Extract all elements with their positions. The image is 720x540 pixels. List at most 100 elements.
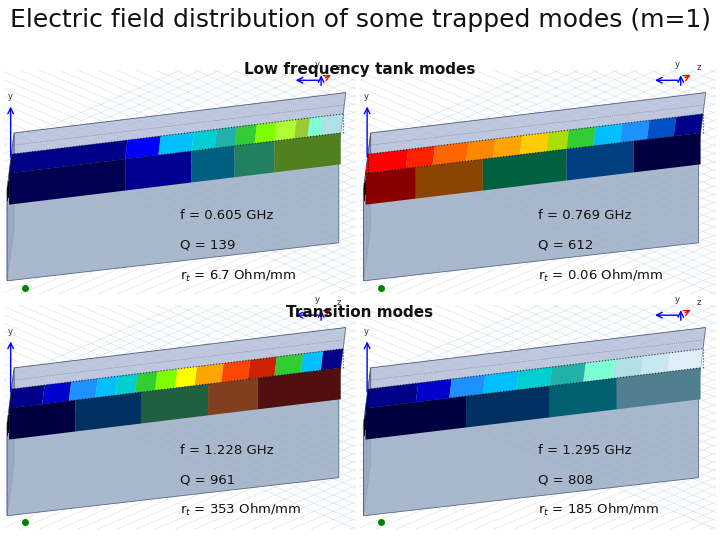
Polygon shape (674, 114, 703, 136)
Text: r$_t$ = 6.7 Ohm/mm: r$_t$ = 6.7 Ohm/mm (180, 267, 296, 284)
Text: y: y (675, 295, 680, 304)
Polygon shape (516, 367, 552, 390)
Polygon shape (9, 140, 127, 173)
Polygon shape (550, 363, 586, 386)
Polygon shape (593, 124, 623, 146)
Text: f = 1.295 GHz: f = 1.295 GHz (539, 444, 632, 457)
Text: Q = 808: Q = 808 (539, 473, 593, 486)
Text: y: y (7, 327, 12, 336)
Polygon shape (466, 386, 550, 428)
Polygon shape (235, 124, 257, 146)
Polygon shape (125, 136, 161, 159)
Polygon shape (294, 118, 310, 139)
Polygon shape (483, 371, 518, 394)
Polygon shape (364, 148, 698, 281)
Polygon shape (321, 114, 343, 136)
Polygon shape (274, 133, 341, 172)
Polygon shape (613, 356, 643, 379)
Text: z: z (697, 63, 701, 72)
Polygon shape (9, 400, 76, 440)
Text: y: y (315, 60, 320, 69)
Polygon shape (208, 378, 258, 415)
Text: Electric field distribution of some trapped modes (m=1): Electric field distribution of some trap… (9, 8, 711, 32)
Polygon shape (155, 369, 177, 390)
Text: y: y (675, 60, 680, 69)
Text: z: z (337, 298, 341, 307)
Polygon shape (274, 354, 303, 376)
Polygon shape (7, 368, 14, 516)
Polygon shape (620, 120, 649, 143)
Polygon shape (366, 167, 416, 205)
Polygon shape (567, 127, 595, 149)
Polygon shape (416, 159, 483, 199)
Text: y: y (364, 92, 369, 102)
Polygon shape (466, 139, 495, 161)
Polygon shape (366, 383, 418, 408)
Polygon shape (406, 146, 435, 168)
Polygon shape (7, 383, 339, 516)
Text: r$_t$ = 0.06 Ohm/mm: r$_t$ = 0.06 Ohm/mm (539, 267, 664, 284)
Polygon shape (95, 376, 117, 397)
Polygon shape (192, 146, 235, 183)
Polygon shape (125, 151, 192, 191)
Polygon shape (7, 327, 346, 424)
Text: z: z (337, 63, 341, 72)
Text: z: z (697, 298, 701, 307)
Polygon shape (634, 133, 701, 172)
Polygon shape (321, 349, 343, 370)
Polygon shape (7, 133, 14, 281)
Polygon shape (235, 141, 274, 177)
Polygon shape (7, 148, 339, 281)
Polygon shape (364, 133, 371, 281)
Polygon shape (364, 327, 706, 424)
Text: f = 0.605 GHz: f = 0.605 GHz (180, 209, 274, 222)
Text: r$_t$ = 185 Ohm/mm: r$_t$ = 185 Ohm/mm (539, 502, 660, 518)
Polygon shape (175, 367, 197, 388)
Polygon shape (366, 150, 408, 173)
Polygon shape (115, 374, 138, 395)
Polygon shape (583, 359, 616, 382)
Polygon shape (364, 368, 371, 516)
Text: r$_t$ = 353 Ohm/mm: r$_t$ = 353 Ohm/mm (180, 502, 302, 518)
Polygon shape (221, 360, 251, 382)
Text: y: y (315, 295, 320, 304)
Polygon shape (274, 119, 297, 141)
Polygon shape (640, 353, 670, 375)
Text: y: y (7, 92, 12, 102)
Polygon shape (546, 130, 569, 152)
Polygon shape (567, 141, 634, 180)
Polygon shape (483, 149, 567, 191)
Polygon shape (647, 117, 676, 139)
Text: Q = 612: Q = 612 (539, 238, 593, 251)
Polygon shape (69, 379, 98, 401)
Polygon shape (192, 129, 217, 151)
Polygon shape (9, 159, 125, 205)
Polygon shape (195, 363, 224, 386)
Polygon shape (258, 368, 341, 409)
Polygon shape (142, 384, 208, 423)
Polygon shape (433, 142, 469, 165)
Text: Low frequency tank modes: Low frequency tank modes (244, 62, 476, 77)
Polygon shape (493, 136, 522, 158)
Polygon shape (307, 116, 323, 137)
Text: Q = 139: Q = 139 (180, 238, 235, 251)
Polygon shape (7, 93, 346, 189)
Polygon shape (301, 351, 323, 373)
Polygon shape (215, 127, 237, 148)
Text: Q = 961: Q = 961 (180, 473, 235, 486)
Polygon shape (366, 396, 466, 440)
Text: f = 1.228 GHz: f = 1.228 GHz (180, 444, 274, 457)
Polygon shape (416, 379, 451, 402)
Polygon shape (520, 132, 549, 155)
Polygon shape (158, 132, 194, 155)
Polygon shape (9, 385, 45, 408)
Polygon shape (550, 378, 617, 417)
Polygon shape (364, 93, 706, 189)
Polygon shape (667, 349, 703, 372)
Text: Transition modes: Transition modes (287, 305, 433, 320)
Polygon shape (617, 368, 701, 409)
Polygon shape (76, 392, 142, 431)
Polygon shape (449, 375, 485, 398)
Polygon shape (364, 383, 698, 516)
Text: f = 0.769 GHz: f = 0.769 GHz (539, 209, 631, 222)
